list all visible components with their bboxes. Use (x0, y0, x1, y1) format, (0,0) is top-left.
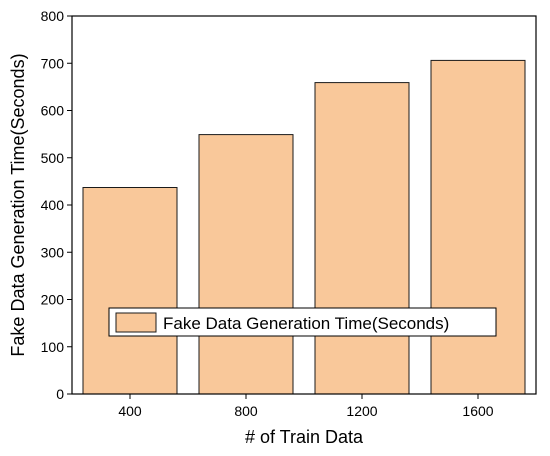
legend: Fake Data Generation Time(Seconds) (108, 307, 497, 337)
x-tick-label: 1200 (346, 403, 377, 419)
x-tick-label: 800 (234, 403, 258, 419)
x-axis-label: # of Train Data (245, 427, 364, 447)
y-axis-label: Fake Data Generation Time(Seconds) (8, 53, 28, 356)
bars-group (82, 59, 526, 395)
y-tick-label: 500 (41, 150, 65, 166)
legend-label: Fake Data Generation Time(Seconds) (163, 314, 449, 333)
x-axis-ticks: 400 800 1200 1600 (118, 394, 494, 419)
y-tick-label: 600 (41, 103, 65, 119)
bar-400 (82, 187, 178, 395)
y-tick-label: 800 (41, 8, 65, 24)
bar-800 (198, 134, 294, 395)
bar-1600 (430, 59, 526, 395)
y-tick-label: 400 (41, 197, 65, 213)
legend-swatch (115, 312, 157, 333)
legend-box (108, 307, 497, 337)
y-tick-label: 200 (41, 292, 65, 308)
bar-1200 (314, 82, 410, 395)
y-tick-label: 0 (56, 386, 64, 402)
y-tick-label: 700 (41, 55, 65, 71)
y-axis-ticks: 0 100 200 300 400 500 600 700 800 (41, 8, 72, 402)
y-tick-label: 300 (41, 244, 65, 260)
y-tick-label: 100 (41, 339, 65, 355)
x-tick-label: 400 (118, 403, 142, 419)
x-tick-label: 1600 (462, 403, 493, 419)
